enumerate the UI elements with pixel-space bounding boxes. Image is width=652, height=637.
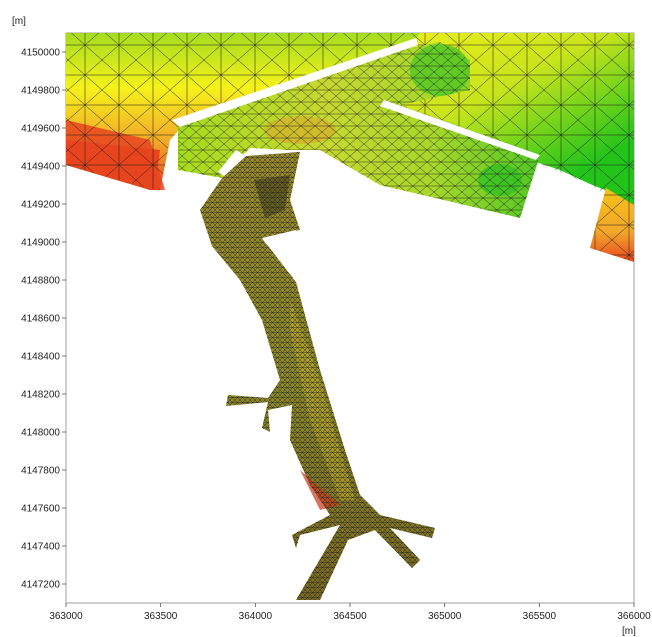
y-tick-label: 4149000	[21, 238, 60, 249]
east-shore-patch	[590, 188, 634, 262]
x-tick-label: 364000	[239, 611, 273, 622]
y-tick-label: 4150000	[21, 48, 60, 59]
y-tick-label: 4148000	[21, 428, 60, 439]
x-tick-label: 363500	[144, 611, 178, 622]
river-channel	[200, 152, 435, 600]
x-unit-label: [m]	[622, 626, 636, 637]
y-tick-label: 4148200	[21, 390, 60, 401]
y-axis: 4150000 4149800 4149600 4149400 4149200 41490…	[21, 48, 66, 591]
x-tick-label: 365500	[523, 611, 557, 622]
x-tick-label: 364500	[333, 611, 367, 622]
y-unit-label: [m]	[12, 16, 26, 27]
y-tick-label: 4148600	[21, 314, 60, 325]
y-tick-label: 4149600	[21, 124, 60, 135]
west-shore-patch	[66, 140, 160, 190]
y-tick-label: 4149800	[21, 86, 60, 97]
x-tick-label: 366000	[617, 611, 651, 622]
y-tick-label: 4148800	[21, 276, 60, 287]
harbour-basin	[178, 42, 540, 218]
y-tick-label: 4147600	[21, 504, 60, 515]
y-tick-label: 4149400	[21, 162, 60, 173]
x-tick-label: 365000	[428, 611, 462, 622]
y-tick-label: 4147400	[21, 542, 60, 553]
x-axis: 363000 363500 364000 364500 365000 365500 3660…	[49, 603, 651, 622]
x-tick-label: 363000	[49, 611, 83, 622]
breakwaters	[172, 38, 540, 176]
y-tick-label: 4147200	[21, 580, 60, 591]
y-tick-label: 4148400	[21, 352, 60, 363]
y-tick-label: 4149200	[21, 200, 60, 211]
y-tick-label: 4147800	[21, 466, 60, 477]
